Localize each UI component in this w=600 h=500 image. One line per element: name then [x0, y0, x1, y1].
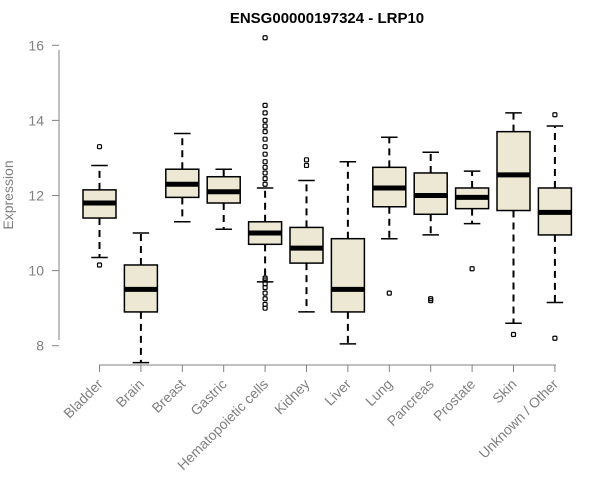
outlier-point [262, 144, 268, 150]
box-group [123, 232, 159, 364]
outlier-point [262, 290, 268, 296]
iqr-box [496, 130, 531, 212]
outlier-point [262, 136, 268, 142]
box-group [496, 112, 531, 338]
outlier-point [262, 35, 268, 41]
outlier-point [469, 266, 475, 272]
box-group [330, 160, 366, 345]
y-tick-label: 16 [28, 37, 44, 53]
outlier-point [510, 331, 517, 338]
x-tick-label: Brain [113, 376, 147, 410]
y-axis-label: Expression [0, 160, 16, 229]
outlier-point [552, 112, 558, 118]
outlier-point [428, 296, 434, 302]
x-tick-label: Liver [321, 376, 354, 409]
x-tick-label: Prostate [430, 376, 478, 424]
boxes-layer [82, 35, 573, 364]
outlier-point [262, 296, 268, 302]
iqr-box [289, 226, 324, 264]
outlier-point [96, 144, 103, 150]
y-tick-label: 8 [36, 338, 44, 354]
outlier-point [262, 117, 268, 123]
outlier-point [262, 102, 268, 108]
y-axis-ticks: 8 10 12 14 16 [28, 37, 59, 354]
outlier-point [262, 275, 268, 281]
outlier-point [262, 110, 268, 116]
chart-title: ENSG00000197324 - LRP10 [230, 10, 424, 27]
x-tick-label: Unknown / Other [475, 376, 561, 462]
box-group [206, 168, 241, 231]
outlier-point [262, 129, 268, 135]
y-tick-label: 12 [28, 188, 44, 204]
outlier-point [386, 290, 392, 296]
box-group [82, 144, 117, 268]
outlier-point [262, 181, 268, 187]
outlier-point [262, 159, 268, 165]
outlier-point [262, 151, 268, 157]
box-group [454, 170, 490, 272]
outlier-point [262, 170, 268, 176]
outlier-point [552, 335, 558, 341]
y-tick-label: 10 [28, 263, 44, 279]
outlier-point [303, 157, 310, 163]
x-tick-label: Bladder [60, 376, 106, 422]
x-tick-label: Breast [148, 376, 188, 416]
outlier-point [262, 175, 268, 182]
outlier-point [262, 164, 268, 170]
x-tick-label: Kidney [271, 376, 313, 418]
x-tick-label: Skin [489, 376, 520, 407]
box-group [247, 35, 283, 311]
box-group [372, 136, 407, 296]
outlier-point [303, 162, 310, 169]
x-tick-label: Lung [362, 376, 395, 409]
box-group [537, 112, 573, 341]
outlier-point [262, 123, 268, 129]
box-group [165, 132, 200, 223]
y-tick-label: 14 [28, 112, 44, 128]
outlier-point [96, 262, 103, 268]
outlier-point [262, 301, 268, 308]
box-group [413, 151, 448, 304]
iqr-box [330, 237, 366, 313]
box-group [289, 157, 324, 313]
